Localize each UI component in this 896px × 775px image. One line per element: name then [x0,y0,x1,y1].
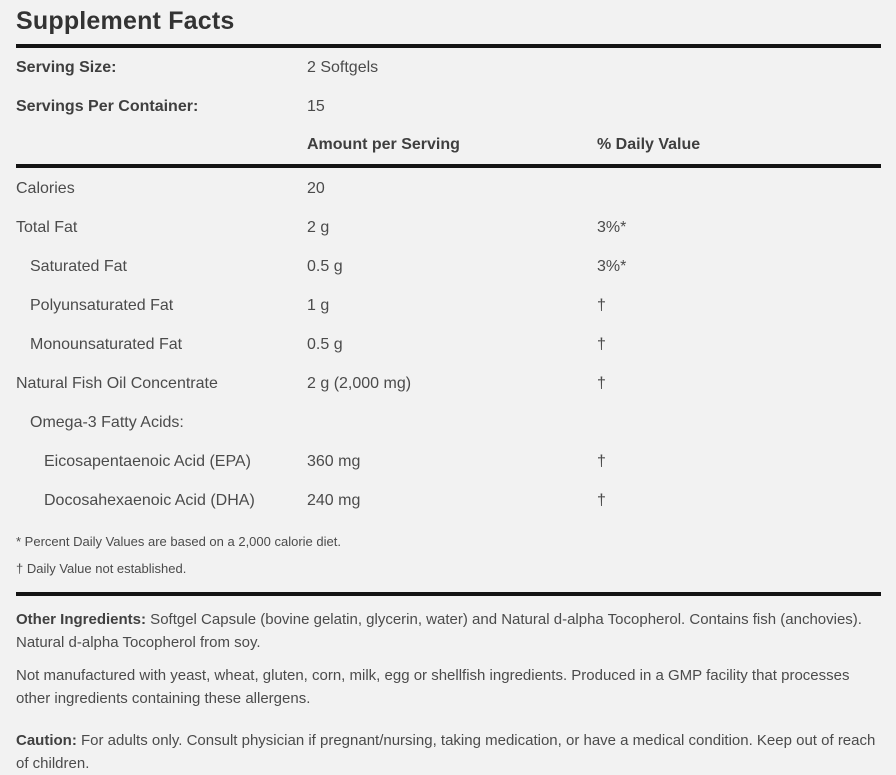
divider-header [16,164,881,168]
nutrient-label: Docosahexaenoic Acid (DHA) [44,491,255,509]
footnotes: * Percent Daily Values are based on a 2,… [16,524,881,592]
other-ingredients-paragraph: Other Ingredients: Softgel Capsule (bovi… [16,608,881,654]
servings-per-container-value: 15 [307,97,325,115]
nutrient-label: Calories [16,179,75,197]
divider-bottom [16,592,881,596]
nutrient-label: Natural Fish Oil Concentrate [16,374,218,392]
table-row: Calories 20 [16,169,881,208]
caution-text: For adults only. Consult physician if pr… [16,732,876,772]
nutrient-label: Eicosapentaenoic Acid (EPA) [44,452,251,470]
footnote-daily-values: * Percent Daily Values are based on a 2,… [16,534,341,549]
table-row: Monounsaturated Fat 0.5 g † [16,325,881,364]
nutrient-table: Calories 20 Total Fat 2 g 3%* Saturated … [16,168,881,524]
servings-per-container-label: Servings Per Container: [16,97,199,115]
other-ingredients-label: Other Ingredients: [16,611,147,628]
table-row: Polyunsaturated Fat 1 g † [16,286,881,325]
allergen-text: Not manufactured with yeast, wheat, glut… [16,667,850,707]
column-header-amount: Amount per Serving [307,136,460,153]
table-row: Saturated Fat 0.5 g 3%* [16,247,881,286]
table-row: Total Fat 2 g 3%* [16,208,881,247]
table-row: Eicosapentaenoic Acid (EPA) 360 mg † [16,442,881,481]
nutrient-label: Monounsaturated Fat [30,335,183,353]
table-row: Natural Fish Oil Concentrate 2 g (2,000 … [16,364,881,403]
nutrient-daily-value: † [597,296,606,314]
caution-label: Caution: [16,732,77,749]
serving-size-row: Serving Size: 2 Softgels [16,48,881,87]
footnote-dagger: † Daily Value not established. [16,561,187,576]
nutrient-daily-value: † [597,374,606,392]
nutrient-amount: 2 g (2,000 mg) [307,374,412,392]
servings-per-container-row: Servings Per Container: 15 [16,87,881,126]
nutrient-amount: 0.5 g [307,257,343,275]
allergen-paragraph: Not manufactured with yeast, wheat, glut… [16,664,881,710]
other-ingredients-text: Softgel Capsule (bovine gelatin, glyceri… [16,611,862,651]
nutrient-amount: 2 g [307,218,330,236]
info-paragraphs: Other Ingredients: Softgel Capsule (bovi… [16,596,881,775]
column-header-daily-value: % Daily Value [597,136,701,153]
nutrient-daily-value: 3%* [597,218,627,236]
serving-size-label: Serving Size: [16,58,117,76]
table-row: Omega-3 Fatty Acids: [16,403,881,442]
table-row: Docosahexaenoic Acid (DHA) 240 mg † [16,481,881,520]
nutrient-amount: 0.5 g [307,335,343,353]
nutrient-label: Polyunsaturated Fat [30,296,174,314]
nutrient-daily-value: 3%* [597,257,627,275]
nutrient-daily-value: † [597,491,606,509]
nutrient-label: Saturated Fat [30,257,127,275]
nutrient-daily-value: † [597,335,606,353]
nutrient-label: Omega-3 Fatty Acids: [30,413,184,431]
serving-size-value: 2 Softgels [307,58,379,76]
panel-title: Supplement Facts [16,7,235,35]
divider-top [16,44,881,48]
nutrient-amount: 240 mg [307,491,361,509]
nutrient-label: Total Fat [16,218,78,236]
caution-paragraph: Caution: For adults only. Consult physic… [16,729,881,775]
nutrient-amount: 20 [307,179,325,197]
nutrient-amount: 1 g [307,296,330,314]
nutrient-amount: 360 mg [307,452,361,470]
table-header-row: Amount per Serving % Daily Value [16,126,881,164]
nutrient-daily-value: † [597,452,606,470]
